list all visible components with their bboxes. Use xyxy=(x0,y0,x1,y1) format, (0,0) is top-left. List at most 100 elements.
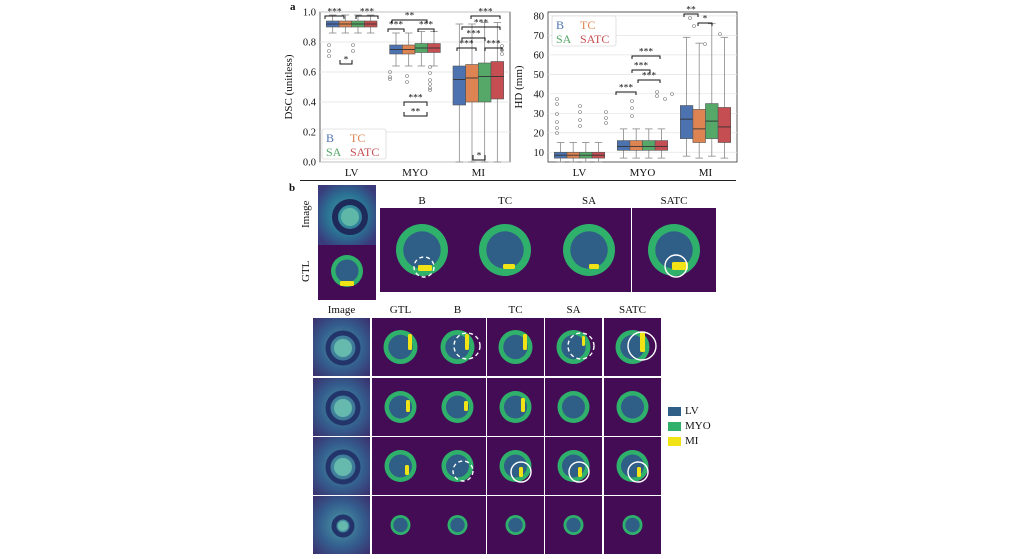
lv-region xyxy=(388,334,413,360)
outlier-point xyxy=(351,43,355,47)
y-tick-label: 80 xyxy=(534,11,545,22)
top-col-header-satc: SATC xyxy=(660,195,688,207)
y-tick-label: 10 xyxy=(534,148,545,159)
y-tick-label: 40 xyxy=(534,89,545,100)
outlier-point xyxy=(388,75,392,79)
mi-region xyxy=(408,334,412,350)
sig-label: *** xyxy=(634,62,649,72)
top-seg-tile-b xyxy=(380,208,464,292)
bottom-mri-image xyxy=(313,378,370,436)
mi-region xyxy=(418,265,432,271)
bottom-col-header-satc: SATC xyxy=(619,304,646,316)
bottom-col-header-gtl: GTL xyxy=(389,304,412,316)
y-axis-label: HD (mm) xyxy=(513,65,525,108)
outlier-point xyxy=(555,131,559,135)
sig-label: *** xyxy=(327,8,342,18)
bottom-seg-tile-gtl xyxy=(372,318,429,376)
highlight-circle xyxy=(568,461,590,483)
sig-bracket xyxy=(417,28,435,32)
y-axis-label: DSC (unitless) xyxy=(283,54,295,119)
outlier-point xyxy=(630,114,634,118)
sig-label: *** xyxy=(474,19,489,29)
sig-bracket xyxy=(391,19,428,23)
lv-region xyxy=(655,231,693,269)
lv-region xyxy=(620,334,645,360)
lv-region xyxy=(566,517,581,533)
mi-region xyxy=(519,467,523,477)
lv-region xyxy=(503,454,528,478)
outlier-point xyxy=(630,106,634,110)
outlier-point xyxy=(327,43,331,47)
outlier-point xyxy=(555,120,559,124)
top-mri-image xyxy=(318,185,376,245)
outlier-point xyxy=(428,82,432,86)
sig-label: *** xyxy=(389,21,404,31)
y-tick-label: 20 xyxy=(534,128,545,139)
box-satc xyxy=(717,107,732,143)
outlier-point xyxy=(405,80,409,84)
sig-bracket xyxy=(403,101,428,106)
box-b xyxy=(617,140,631,151)
top-seg-tile-tc xyxy=(463,208,547,292)
bottom-seg-tile-b xyxy=(429,318,486,376)
bottom-seg-tile-sa xyxy=(545,496,602,554)
outlier-point xyxy=(718,32,722,36)
legend-entry-sa: SA xyxy=(556,32,572,46)
outlier-point xyxy=(388,70,392,74)
mi-region xyxy=(406,400,410,412)
outlier-point xyxy=(578,110,582,114)
bottom-col-header-tc: TC xyxy=(508,304,523,316)
sig-bracket xyxy=(456,47,477,51)
bottom-mri-image xyxy=(313,318,370,376)
legend-entry-sa: SA xyxy=(326,145,342,159)
lv-region xyxy=(620,395,645,419)
x-tick-label: MYO xyxy=(402,167,428,179)
sig-bracket xyxy=(470,15,501,19)
sig-label: *** xyxy=(408,94,423,104)
box-tc xyxy=(465,64,479,103)
highlight-circle xyxy=(453,332,481,360)
y-tick-label: 70 xyxy=(534,31,545,42)
legend-entry-tc: TC xyxy=(580,18,595,32)
legend-entry-satc: SATC xyxy=(580,32,609,46)
lv-region xyxy=(393,517,408,533)
sig-label: ** xyxy=(405,12,415,22)
lv-region xyxy=(561,334,586,360)
mi-region xyxy=(464,401,468,411)
outlier-point xyxy=(688,16,692,20)
box-tc xyxy=(692,109,706,143)
y-tick-label: 0.6 xyxy=(303,68,316,79)
section-divider xyxy=(300,180,736,181)
x-tick-label: MI xyxy=(472,167,486,179)
lv-region xyxy=(508,517,523,533)
outlier-point xyxy=(604,110,608,114)
top-gtl-tile xyxy=(318,245,376,300)
y-tick-label: 0.0 xyxy=(303,158,316,169)
sig-bracket xyxy=(683,13,699,17)
outlier-point xyxy=(555,126,559,130)
box-b xyxy=(680,105,694,139)
top-col-header-sa: SA xyxy=(581,195,597,207)
legend-label: MYO xyxy=(685,420,711,432)
lv-region xyxy=(561,395,586,419)
outlier-point xyxy=(670,92,674,96)
bottom-seg-tile-gtl xyxy=(372,496,429,554)
bottom-seg-tile-sa xyxy=(545,378,602,436)
bottom-col-header-image: Image xyxy=(327,304,356,316)
top-seg-tile-satc xyxy=(632,208,716,292)
sig-bracket xyxy=(697,22,713,26)
outlier-point xyxy=(428,86,432,90)
box-sa xyxy=(478,62,492,103)
lv-region xyxy=(445,395,470,419)
sig-label: ** xyxy=(686,6,696,16)
lv-region xyxy=(403,231,441,269)
sig-label: * xyxy=(703,15,708,25)
bottom-seg-tile-satc xyxy=(604,496,661,554)
outlier-point xyxy=(428,65,432,69)
lv-region xyxy=(503,334,528,360)
highlight-circle xyxy=(413,256,435,278)
outlier-point xyxy=(388,77,392,81)
outlier-point xyxy=(428,88,432,92)
highlight-circle xyxy=(627,461,649,483)
